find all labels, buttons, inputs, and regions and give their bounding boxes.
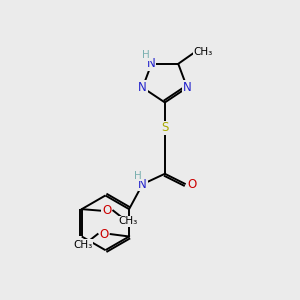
Text: H: H (142, 50, 150, 61)
Text: N: N (138, 178, 147, 191)
Text: N: N (138, 81, 147, 94)
Text: N: N (183, 81, 191, 94)
Text: CH₃: CH₃ (193, 47, 212, 57)
Text: N: N (147, 57, 156, 70)
Text: O: O (188, 178, 197, 191)
Text: S: S (161, 121, 169, 134)
Text: O: O (102, 204, 111, 217)
Text: CH₃: CH₃ (74, 239, 93, 250)
Text: O: O (100, 228, 109, 241)
Text: H: H (134, 171, 142, 181)
Text: CH₃: CH₃ (119, 216, 138, 226)
